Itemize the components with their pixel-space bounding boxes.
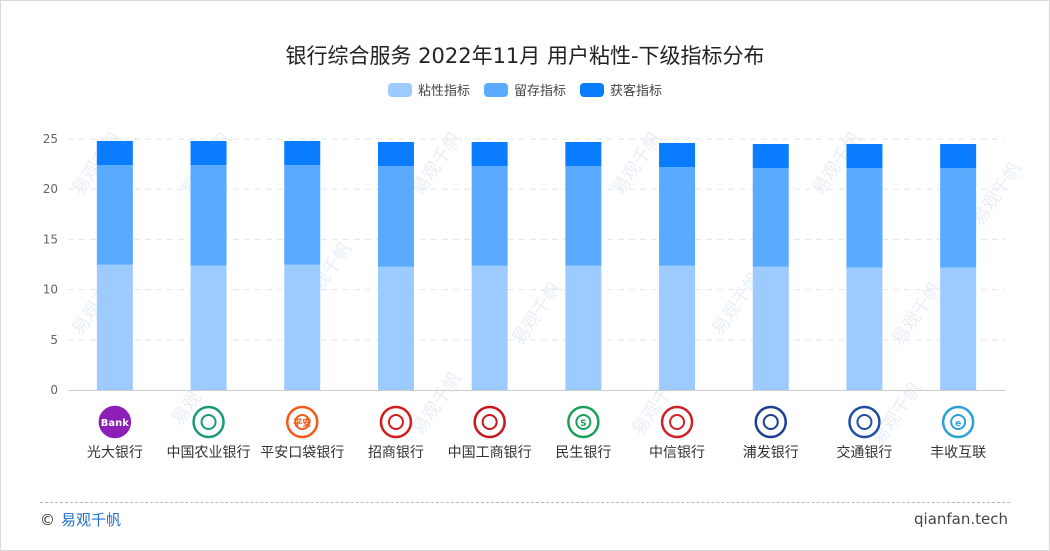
- x-category-label: 招商银行: [368, 445, 424, 461]
- minsheng-bank-icon: S: [567, 405, 600, 439]
- x-category-label: 中国农业银行: [167, 445, 251, 461]
- bar-retention: [471, 166, 508, 266]
- bar-retention: [96, 165, 133, 265]
- legend-label-retention: 留存指标: [513, 84, 566, 99]
- citic-bank-icon: [660, 405, 694, 439]
- copyright-symbol: ©: [40, 510, 55, 529]
- legend-swatch-acquisition: [580, 82, 604, 97]
- ping-an-bank-icon: 平安: [286, 405, 319, 439]
- bar-retention: [659, 167, 696, 266]
- bank-icon-text: Bank: [101, 418, 129, 429]
- bar-acquisition: [659, 143, 696, 168]
- everbright-bank-icon: Bank: [98, 405, 132, 439]
- icbc-icon: [473, 405, 506, 439]
- bar-stickiness: [190, 265, 227, 390]
- bar-acquisition: [752, 144, 789, 169]
- chart-title: 银行综合服务 2022年11月 用户粘性-下级指标分布: [285, 44, 765, 68]
- bar-acquisition: [190, 141, 227, 166]
- bar-stickiness: [659, 265, 696, 390]
- bank-of-communications-icon: [848, 405, 881, 439]
- agricultural-bank-icon: [192, 405, 225, 439]
- bar-retention: [752, 168, 789, 267]
- legend-item-stickiness[interactable]: 粘性指标: [387, 80, 470, 99]
- china-merchants-bank-icon: [379, 405, 413, 439]
- legend-item-retention[interactable]: 留存指标: [483, 80, 566, 99]
- bar-acquisition: [940, 144, 977, 169]
- bar-acquisition: [96, 141, 133, 166]
- legend-swatch-stickiness: [387, 82, 412, 97]
- bar-retention: [284, 165, 321, 265]
- x-category-label: 丰收互联: [930, 445, 986, 461]
- bar-stickiness: [846, 267, 883, 390]
- x-category-label: 平安口袋银行: [260, 445, 344, 461]
- x-category-label: 民生银行: [555, 445, 611, 461]
- bar-stickiness: [471, 265, 508, 390]
- bar-acquisition: [284, 141, 321, 166]
- bank-icon-text: S: [580, 419, 586, 429]
- footer-brand: © 易观千帆: [40, 509, 121, 530]
- y-tick-label: 15: [43, 232, 58, 246]
- bar-acquisition: [846, 144, 883, 169]
- fengshou-icon: e: [941, 405, 975, 439]
- y-tick-label: 25: [43, 132, 58, 146]
- bar-acquisition: [377, 142, 414, 167]
- bank-icon-text: 平安: [293, 417, 311, 429]
- bar-retention: [846, 168, 883, 268]
- bar-stickiness: [377, 266, 414, 390]
- spd-bank-icon: [754, 405, 787, 439]
- legend: 粘性指标 留存指标 获客指标: [0, 80, 1050, 99]
- legend-item-acquisition[interactable]: 获客指标: [580, 80, 662, 99]
- bar-retention: [565, 166, 602, 266]
- bar-retention: [190, 165, 227, 266]
- y-tick-label: 0: [50, 383, 58, 397]
- footer-site: qianfan.tech: [914, 510, 1008, 528]
- bar-retention: [940, 168, 977, 268]
- legend-swatch-retention: [483, 82, 508, 97]
- bank-icon-text: e: [955, 419, 961, 429]
- y-tick-label: 20: [43, 182, 58, 196]
- brand-name: 易观千帆: [61, 511, 122, 529]
- x-category-label: 浦发银行: [743, 445, 799, 461]
- bar-acquisition: [565, 142, 602, 167]
- bar-retention: [377, 166, 414, 267]
- x-category-label: 交通银行: [836, 444, 892, 461]
- x-category-label: 中信银行: [649, 445, 705, 461]
- bar-stickiness: [284, 264, 321, 390]
- bar-stickiness: [752, 266, 789, 390]
- legend-label-stickiness: 粘性指标: [417, 84, 470, 99]
- y-tick-label: 5: [50, 333, 58, 347]
- bar-acquisition: [471, 142, 508, 167]
- bar-stickiness: [940, 267, 977, 390]
- bar-stickiness: [565, 265, 602, 390]
- legend-label-acquisition: 获客指标: [610, 84, 663, 99]
- x-category-label: 中国工商银行: [448, 445, 532, 461]
- x-category-label: 光大银行: [87, 445, 143, 461]
- y-tick-label: 10: [43, 283, 58, 297]
- bar-stickiness: [96, 264, 133, 390]
- footer-divider: [40, 502, 1010, 503]
